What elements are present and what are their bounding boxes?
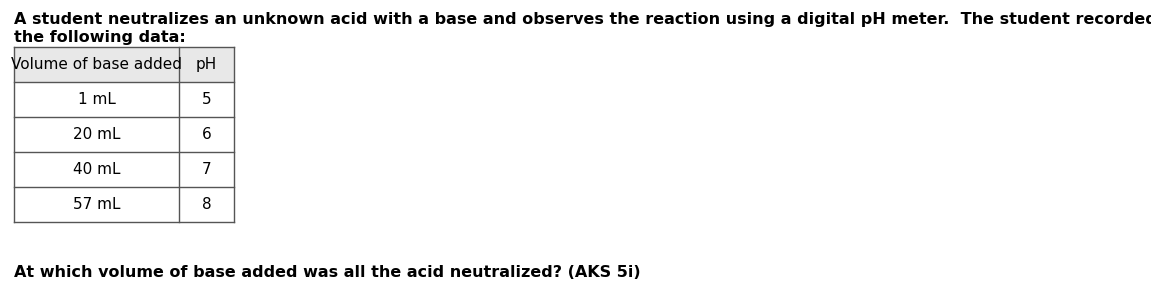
Text: 5: 5 — [201, 92, 212, 107]
Text: 57 mL: 57 mL — [73, 197, 120, 212]
Text: 1 mL: 1 mL — [77, 92, 115, 107]
Text: A student neutralizes an unknown acid with a base and observes the reaction usin: A student neutralizes an unknown acid wi… — [14, 12, 1151, 27]
Text: 7: 7 — [201, 162, 212, 177]
Text: 6: 6 — [201, 127, 212, 142]
Text: Volume of base added: Volume of base added — [12, 57, 182, 72]
Bar — [14, 152, 234, 187]
Text: pH: pH — [196, 57, 218, 72]
Text: 20 mL: 20 mL — [73, 127, 120, 142]
Text: 8: 8 — [201, 197, 212, 212]
Bar — [14, 82, 234, 117]
Text: At which volume of base added was all the acid neutralized? (AKS 5i): At which volume of base added was all th… — [14, 265, 641, 280]
Bar — [14, 47, 234, 82]
Bar — [14, 187, 234, 222]
Bar — [14, 117, 234, 152]
Text: the following data:: the following data: — [14, 30, 185, 45]
Text: 40 mL: 40 mL — [73, 162, 120, 177]
